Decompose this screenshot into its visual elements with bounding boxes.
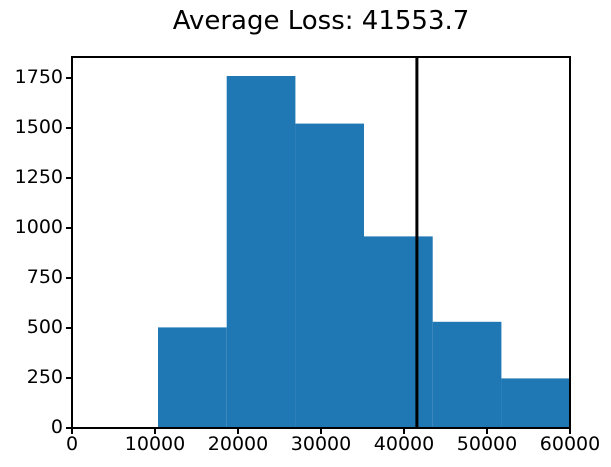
histogram-bar-2 <box>295 123 364 428</box>
x-axis-tick-label: 60000 <box>540 433 600 455</box>
y-axis-tick-label: 250 <box>27 366 63 388</box>
y-axis-tick-label: 0 <box>51 416 63 438</box>
y-axis-tick-label: 500 <box>27 316 63 338</box>
x-axis-tick-label: 10000 <box>125 433 185 455</box>
x-axis-tick-label: 20000 <box>208 433 268 455</box>
x-axis-tick-label: 0 <box>66 433 78 455</box>
chart-title: Average Loss: 41553.7 <box>172 6 470 36</box>
plot-border <box>71 56 571 429</box>
y-axis-tick-label: 1000 <box>15 216 63 238</box>
histogram-bar-3 <box>364 236 433 428</box>
histogram-bar-5 <box>501 378 570 428</box>
x-axis-tick-label: 50000 <box>457 433 517 455</box>
histogram-bar-1 <box>226 76 296 428</box>
y-axis-tick-label: 1500 <box>15 116 63 138</box>
y-axis-tick-label: 1750 <box>15 66 63 88</box>
histogram-bar-4 <box>432 321 502 428</box>
y-axis-tick-label: 750 <box>27 266 63 288</box>
x-axis-tick-label: 30000 <box>291 433 351 455</box>
y-axis-tick-label: 1250 <box>15 166 63 188</box>
histogram-bar-0 <box>158 327 227 428</box>
x-axis-tick-label: 40000 <box>374 433 434 455</box>
